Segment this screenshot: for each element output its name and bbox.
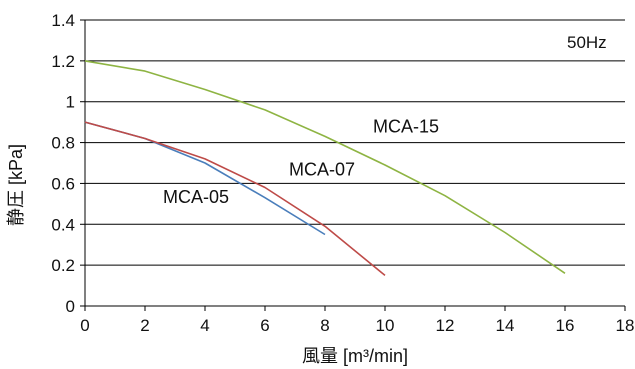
axes [80,19,626,311]
x-tick-label-6: 12 [436,316,455,335]
x-tick-label-8: 16 [556,316,575,335]
x-axis-title: 風量 [m³/min] [302,346,408,366]
series-label-mca-15: MCA-15 [373,116,439,136]
series-labels: MCA-05 MCA-07 MCA-15 [163,116,439,206]
series-line-mca-07 [84,121,386,277]
gridlines [85,19,625,266]
x-tick-label-5: 10 [376,316,395,335]
x-tick-label-1: 2 [140,316,149,335]
series-label-mca-05: MCA-05 [163,187,229,207]
x-tick-label-2: 4 [200,316,209,335]
y-axis-title: 静圧 [kPa] [6,144,26,226]
x-tick-label-0: 0 [80,316,89,335]
series-label-mca-07: MCA-07 [289,159,355,179]
tick-labels: 0 0.2 0.4 0.6 0.8 1 1.2 1.4 0 2 4 6 8 10 12 14 16 18 [51,11,634,335]
series-line-mca-15 [84,60,566,274]
x-tick-label-3: 6 [260,316,269,335]
annotation-frequency: 50Hz [567,33,607,52]
y-tick-label-5: 1 [66,93,75,112]
x-tick-label-9: 18 [616,316,635,335]
y-tick-label-6: 1.2 [51,52,75,71]
x-tick-label-4: 8 [320,316,329,335]
y-tick-label-7: 1.4 [51,11,75,30]
x-tick-label-7: 14 [496,316,515,335]
y-tick-label-2: 0.4 [51,215,75,234]
y-tick-label-0: 0 [66,297,75,316]
y-tick-label-1: 0.2 [51,256,75,275]
series-lines [84,60,566,277]
y-tick-label-3: 0.6 [51,174,75,193]
y-tick-label-4: 0.8 [51,134,75,153]
